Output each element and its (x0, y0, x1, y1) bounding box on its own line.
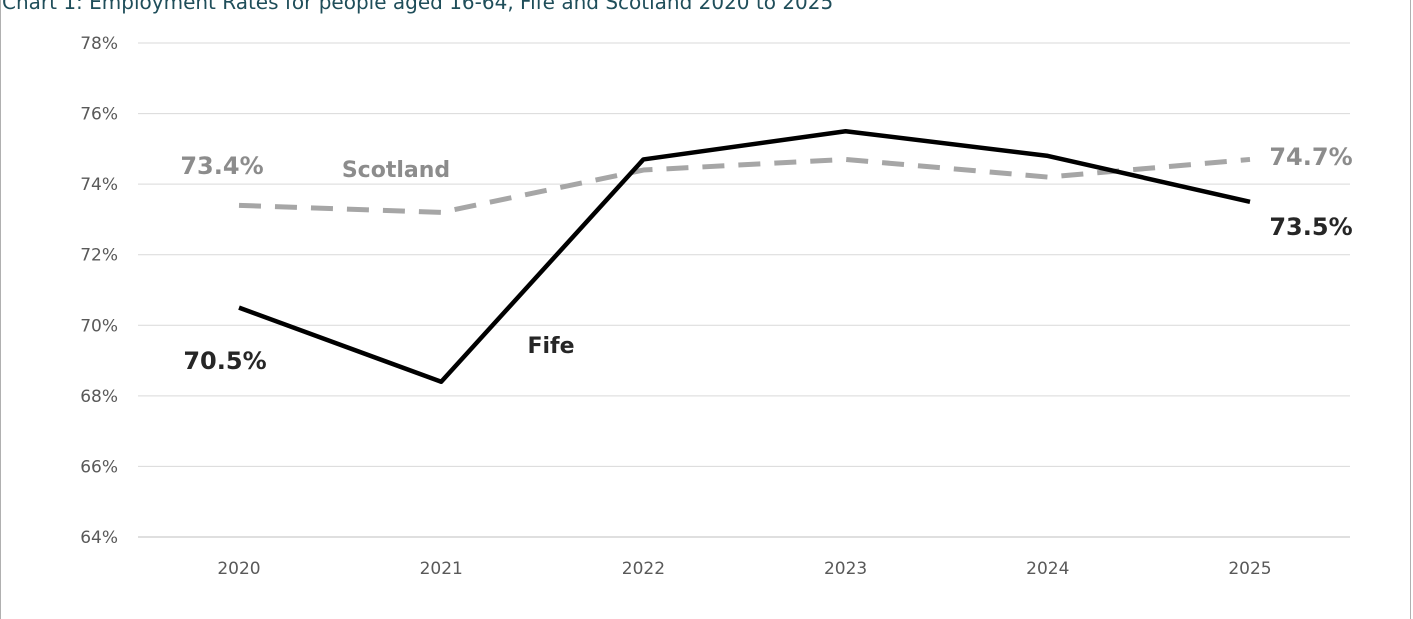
x-tick-label: 2024 (1026, 559, 1069, 579)
series-line-scotland (238, 156, 1251, 215)
data-point-scotland (1248, 157, 1252, 161)
data-point-fife (237, 306, 241, 310)
y-tick-label: 70% (80, 316, 118, 336)
y-tick-label: 74% (80, 175, 118, 195)
y-tick-label: 68% (80, 387, 118, 407)
series-name-scotland: Scotland (342, 158, 450, 183)
data-point-scotland (641, 168, 645, 172)
data-label-fife-first: 70.5% (183, 347, 266, 375)
x-tick-label: 2022 (622, 559, 665, 579)
x-tick-label: 2021 (420, 559, 463, 579)
chart-title: Chart 1: Employment Rates for people age… (2, 0, 834, 14)
x-tick-label: 2023 (824, 559, 867, 579)
y-tick-label: 66% (80, 457, 118, 477)
data-point-fife (439, 380, 443, 384)
y-tick-label: 64% (80, 528, 118, 548)
data-point-scotland (844, 157, 848, 161)
data-label-fife-last: 73.5% (1269, 213, 1352, 241)
series-line-fife (238, 128, 1251, 384)
data-point-scotland (237, 203, 241, 207)
data-label-scotland-last: 74.7% (1269, 143, 1352, 171)
x-tick-label: 2025 (1228, 559, 1271, 579)
y-tick-label: 72% (80, 246, 118, 266)
y-tick-label: 78% (80, 34, 118, 54)
data-label-scotland-first: 73.4% (180, 152, 263, 180)
data-point-scotland (1046, 175, 1050, 179)
data-point-fife (1046, 154, 1050, 158)
data-point-fife (844, 129, 848, 133)
data-point-fife (1248, 200, 1252, 204)
x-tick-label: 2020 (217, 559, 260, 579)
y-tick-label: 76% (80, 105, 118, 125)
data-point-fife (641, 157, 645, 161)
data-point-scotland (439, 210, 443, 214)
series-name-fife: Fife (527, 334, 574, 359)
